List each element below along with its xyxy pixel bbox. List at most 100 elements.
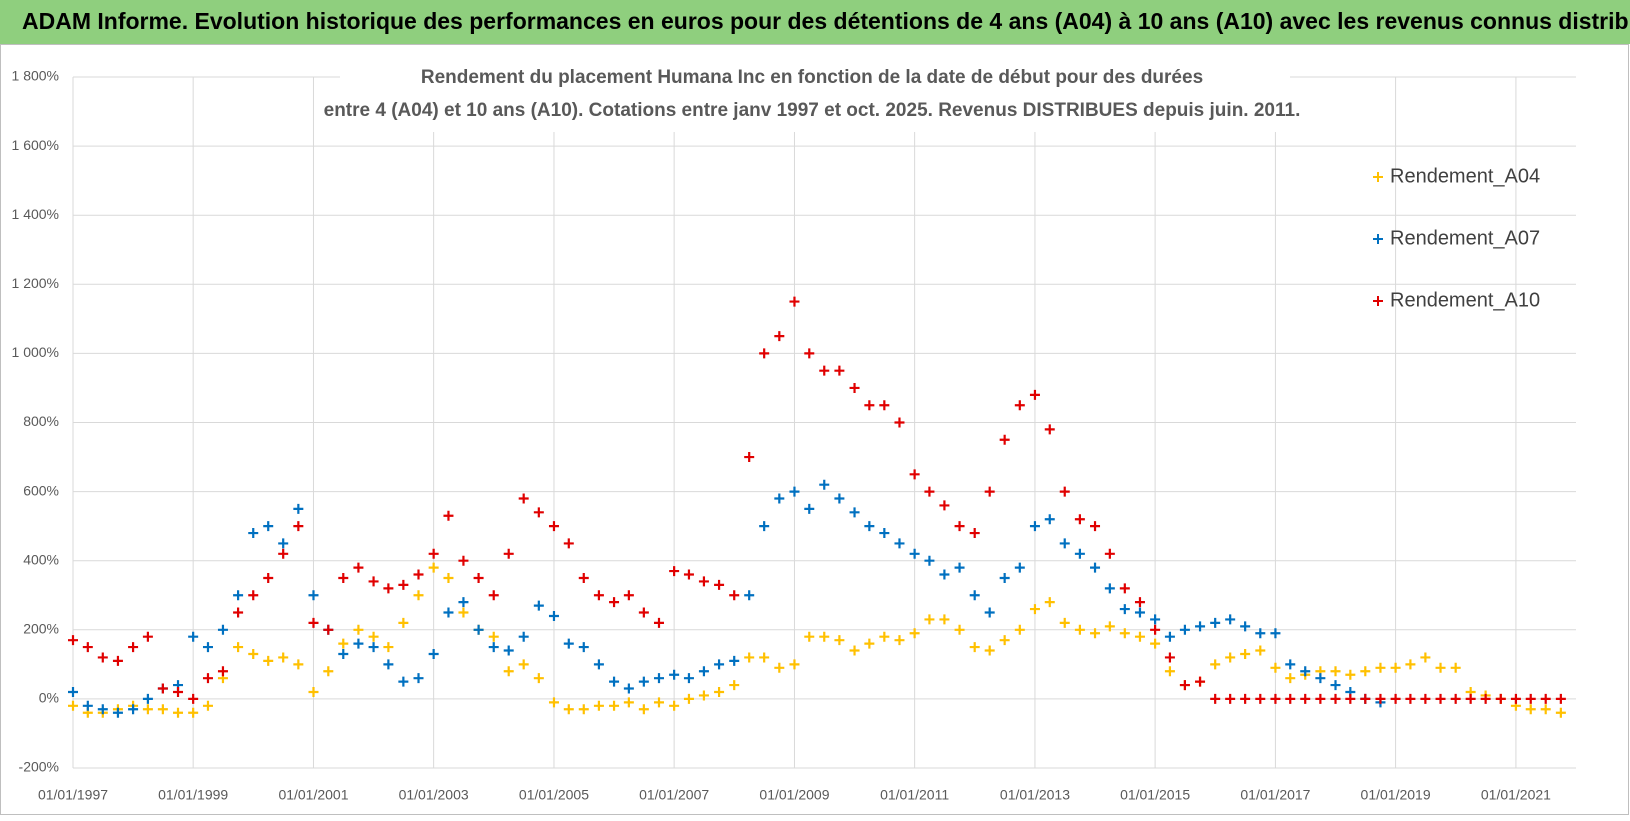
point <box>1330 693 1341 704</box>
x-tick-label: 01/01/2017 <box>1240 787 1310 803</box>
point <box>458 597 469 608</box>
point <box>638 676 649 687</box>
y-tick-label: 800% <box>23 413 59 429</box>
point <box>1014 400 1025 411</box>
point <box>248 590 259 601</box>
legend-marker <box>1373 172 1383 182</box>
point <box>744 590 755 601</box>
point <box>1435 662 1446 673</box>
point <box>623 590 634 601</box>
x-tick-label: 01/01/2003 <box>399 787 469 803</box>
x-tick-label: 01/01/2021 <box>1481 787 1551 803</box>
point <box>879 631 890 642</box>
point <box>744 452 755 463</box>
point <box>939 569 950 580</box>
point <box>1420 693 1431 704</box>
point <box>458 555 469 566</box>
point <box>623 683 634 694</box>
point <box>653 697 664 708</box>
point <box>1150 614 1161 625</box>
point <box>729 590 740 601</box>
point <box>1540 693 1551 704</box>
point <box>548 521 559 532</box>
point <box>609 676 620 687</box>
point <box>1225 693 1236 704</box>
point <box>759 521 770 532</box>
point <box>1555 707 1566 718</box>
point <box>413 569 424 580</box>
point <box>413 590 424 601</box>
point <box>1255 645 1266 656</box>
chart-title: Rendement du placement Humana Inc en fon… <box>421 67 1203 88</box>
point <box>939 614 950 625</box>
point <box>1029 389 1040 400</box>
point <box>82 700 93 711</box>
point <box>1285 693 1296 704</box>
point <box>1014 562 1025 573</box>
x-tick-label: 01/01/2005 <box>519 787 589 803</box>
point <box>1285 673 1296 684</box>
point <box>518 631 529 642</box>
point <box>278 652 289 663</box>
point <box>954 562 965 573</box>
point <box>1270 662 1281 673</box>
point <box>1450 693 1461 704</box>
point <box>864 400 875 411</box>
x-tick-label: 01/01/2013 <box>1000 787 1070 803</box>
point <box>533 673 544 684</box>
point <box>518 493 529 504</box>
point <box>744 652 755 663</box>
point <box>173 707 184 718</box>
point <box>774 662 785 673</box>
y-tick-label: -200% <box>19 759 59 775</box>
point <box>1480 693 1491 704</box>
x-tick-label: 01/01/1997 <box>38 787 108 803</box>
point <box>1390 662 1401 673</box>
point <box>1210 693 1221 704</box>
point <box>308 590 319 601</box>
y-tick-label: 1 000% <box>12 344 59 360</box>
point <box>1495 693 1506 704</box>
point <box>804 348 815 359</box>
point <box>969 528 980 539</box>
point <box>1390 693 1401 704</box>
point <box>834 635 845 646</box>
point <box>1330 680 1341 691</box>
point <box>698 666 709 677</box>
point <box>1345 693 1356 704</box>
point <box>984 486 995 497</box>
point <box>202 642 213 653</box>
point <box>1164 666 1175 677</box>
point <box>278 548 289 559</box>
point <box>428 562 439 573</box>
point <box>68 686 78 697</box>
point <box>142 693 153 704</box>
point <box>1134 631 1145 642</box>
point <box>759 652 770 663</box>
point <box>1405 693 1416 704</box>
point <box>548 610 559 621</box>
point <box>308 617 319 628</box>
point <box>503 666 514 677</box>
point <box>774 493 785 504</box>
point <box>849 507 860 518</box>
point <box>789 659 800 670</box>
point <box>954 521 965 532</box>
point <box>1059 486 1070 497</box>
point <box>1360 666 1371 677</box>
point <box>488 590 499 601</box>
point <box>338 572 349 583</box>
point <box>1375 693 1386 704</box>
point <box>609 597 620 608</box>
point <box>473 572 484 583</box>
point <box>1179 680 1190 691</box>
point <box>1540 704 1551 715</box>
point <box>969 590 980 601</box>
point <box>1059 538 1070 549</box>
point <box>533 600 544 611</box>
point <box>1090 562 1101 573</box>
point <box>112 655 123 666</box>
point <box>1345 669 1356 680</box>
point <box>263 655 274 666</box>
